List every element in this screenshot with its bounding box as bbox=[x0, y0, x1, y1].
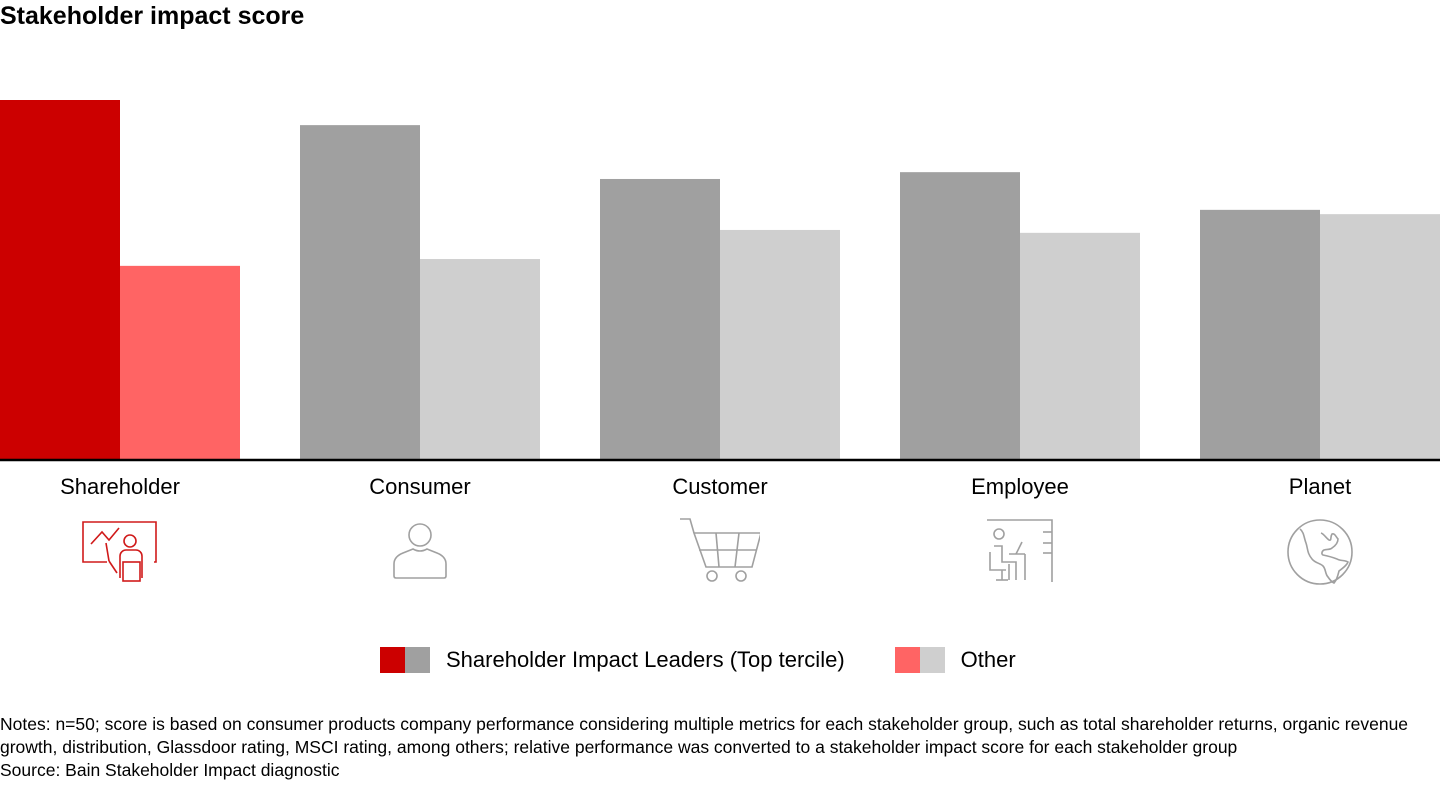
legend: Shareholder Impact Leaders (Top tercile)… bbox=[380, 646, 1066, 674]
x-tick-label-consumer: Consumer bbox=[369, 474, 471, 499]
legend-label-other: Other bbox=[960, 647, 1016, 672]
legend-swatch-leaders-red bbox=[380, 647, 405, 673]
chart-title: Stakeholder impact score bbox=[0, 2, 305, 30]
footnotes: Notes: n=50; score is based on consumer … bbox=[0, 713, 1440, 782]
bar-employee-leaders bbox=[900, 172, 1020, 459]
bar-shareholder-leaders bbox=[0, 100, 120, 459]
x-tick-label-shareholder: Shareholder bbox=[60, 474, 180, 499]
bar-consumer-leaders bbox=[300, 125, 420, 459]
bar-shareholder-other bbox=[120, 265, 240, 459]
source-text: Source: Bain Stakeholder Impact diagnost… bbox=[0, 760, 340, 780]
bar-planet-other bbox=[1320, 214, 1440, 459]
bar-planet-leaders bbox=[1200, 209, 1320, 459]
desk-worker-icon bbox=[980, 518, 1060, 586]
bar-customer-other bbox=[720, 229, 840, 459]
notes-text: Notes: n=50; score is based on consumer … bbox=[0, 714, 1409, 757]
legend-swatch-leaders-gray bbox=[405, 647, 430, 673]
x-tick-label-employee: Employee bbox=[971, 474, 1069, 499]
globe-icon bbox=[1280, 518, 1360, 586]
bar-consumer-other bbox=[420, 259, 540, 459]
person-icon bbox=[380, 518, 460, 586]
x-tick-label-planet: Planet bbox=[1288, 474, 1352, 499]
legend-label-leaders: Shareholder Impact Leaders (Top tercile) bbox=[446, 647, 845, 672]
bar-chart bbox=[0, 100, 1440, 462]
bar-customer-leaders bbox=[600, 178, 720, 460]
shopping-cart-icon bbox=[680, 518, 763, 586]
x-tick-label-customer: Customer bbox=[672, 474, 768, 499]
bar-employee-other bbox=[1020, 232, 1140, 459]
presentation-chart-icon bbox=[80, 518, 160, 586]
legend-swatch-other-gray bbox=[919, 647, 945, 673]
legend-swatch-other-red bbox=[894, 647, 920, 673]
